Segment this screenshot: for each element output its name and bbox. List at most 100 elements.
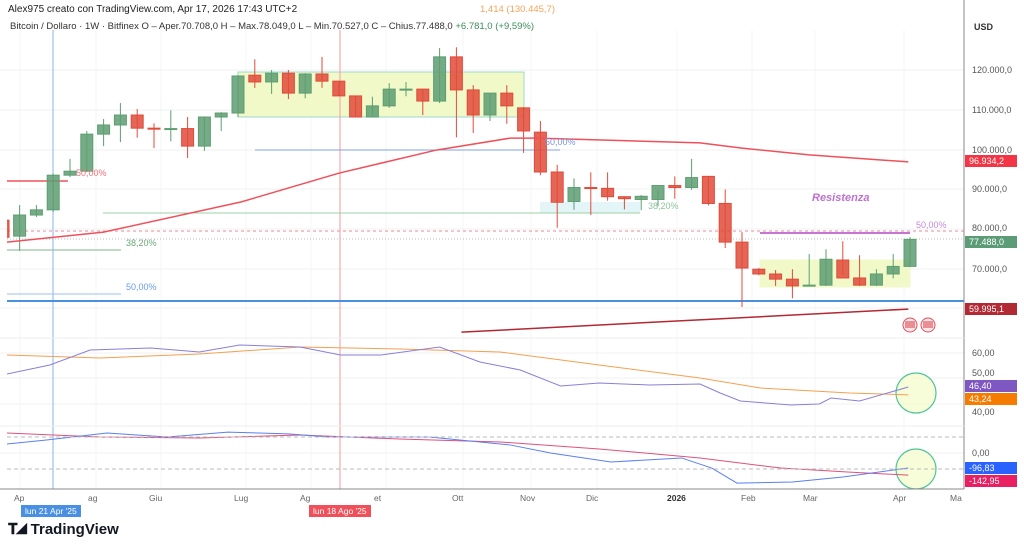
time-axis-label: Mar — [803, 493, 818, 503]
candle[interactable] — [836, 241, 850, 279]
candle[interactable] — [231, 75, 245, 118]
fib-label: 50,00% — [126, 282, 157, 292]
price-tag: 96.934,2 — [965, 155, 1017, 167]
candle[interactable] — [869, 269, 883, 286]
time-axis-label: Nov — [520, 493, 536, 503]
candle[interactable] — [214, 112, 228, 131]
candle[interactable] — [634, 195, 648, 211]
candle-body — [853, 277, 867, 286]
rsi-ma-line[interactable] — [7, 346, 909, 396]
candle[interactable] — [29, 205, 43, 218]
candle[interactable] — [164, 110, 178, 142]
candle[interactable] — [886, 254, 900, 279]
candle[interactable] — [668, 176, 682, 199]
candle[interactable] — [433, 48, 447, 104]
fib-label: 50,00% — [916, 220, 947, 230]
rsi-line[interactable] — [7, 344, 909, 406]
candle[interactable] — [533, 120, 547, 176]
candle-body — [533, 131, 547, 173]
tradingview-logo[interactable]: 𝐓◢ TradingView — [8, 521, 119, 538]
candle[interactable] — [147, 123, 161, 149]
candle-body — [181, 128, 195, 147]
candle[interactable] — [735, 232, 749, 308]
candle[interactable] — [197, 116, 211, 151]
moving-average-line[interactable] — [7, 137, 909, 243]
candle[interactable] — [601, 172, 615, 201]
candle[interactable] — [567, 178, 581, 210]
time-axis-label: ag — [88, 493, 98, 503]
candle[interactable] — [265, 70, 279, 94]
candle-body — [601, 187, 615, 198]
candle-body — [63, 170, 77, 176]
candle-body — [13, 214, 27, 237]
candle[interactable] — [769, 270, 783, 286]
rsi-tick-label: 50,00 — [972, 368, 995, 378]
candle[interactable] — [130, 109, 144, 138]
us-flag-event-icon[interactable] — [920, 317, 936, 333]
candle[interactable] — [651, 185, 665, 207]
oscillator-signal-line[interactable] — [7, 432, 909, 476]
candle[interactable] — [819, 249, 833, 286]
candle[interactable] — [718, 189, 732, 249]
candle[interactable] — [63, 158, 77, 178]
crosshair-date-tag: lun 21 Apr '25 — [21, 505, 81, 517]
range-box-bottom[interactable] — [759, 259, 911, 288]
candle[interactable] — [685, 158, 699, 190]
candle[interactable] — [517, 107, 531, 153]
trendline[interactable] — [461, 308, 909, 333]
fib-label: 38,20% — [648, 201, 679, 211]
price-tag: 77.488,0 — [965, 236, 1017, 248]
candle[interactable] — [113, 103, 127, 143]
candle[interactable] — [802, 254, 816, 287]
candle[interactable] — [349, 95, 363, 118]
candle[interactable] — [752, 268, 766, 276]
candle[interactable] — [483, 92, 497, 121]
cyan-zone[interactable] — [540, 202, 640, 213]
rsi-highlight-circle[interactable] — [895, 372, 937, 414]
candle-body — [265, 72, 279, 83]
candle[interactable] — [315, 56, 329, 88]
candle[interactable] — [500, 85, 514, 124]
oscillator-value-tag: -142,95 — [965, 475, 1017, 487]
candle[interactable] — [281, 70, 295, 100]
candle[interactable] — [332, 80, 346, 97]
candle[interactable] — [382, 83, 396, 108]
time-axis-label: Ag — [300, 493, 311, 503]
candle[interactable] — [80, 130, 94, 172]
candle[interactable] — [181, 117, 195, 159]
range-box-top[interactable] — [237, 71, 525, 118]
candle[interactable] — [853, 255, 867, 286]
candle[interactable] — [13, 205, 27, 251]
candle-body — [634, 195, 648, 200]
candle[interactable] — [449, 47, 463, 138]
fib-label: 38,20% — [126, 238, 157, 248]
candle[interactable] — [416, 88, 430, 116]
candle[interactable] — [399, 81, 413, 97]
candle[interactable] — [466, 85, 480, 133]
candle-body — [836, 259, 850, 279]
candle-body — [382, 88, 396, 107]
us-flag-event-icon[interactable] — [902, 317, 918, 333]
oscillator-line[interactable] — [7, 431, 909, 484]
candle[interactable] — [298, 73, 312, 99]
candle-body — [365, 105, 379, 118]
candle[interactable] — [248, 59, 262, 88]
currency-label: USD — [974, 22, 994, 32]
candle[interactable] — [365, 96, 379, 118]
candle[interactable] — [97, 119, 111, 147]
time-axis-label: Ap — [14, 493, 25, 503]
candle-body — [332, 80, 346, 97]
candle[interactable] — [617, 196, 631, 210]
candle-body — [769, 273, 783, 280]
candle[interactable] — [584, 172, 598, 216]
candle-body — [651, 185, 665, 200]
candle-body — [29, 209, 43, 216]
candle[interactable] — [46, 173, 60, 212]
candle[interactable] — [903, 237, 917, 268]
grid — [0, 30, 964, 489]
candle[interactable] — [550, 164, 564, 228]
candle[interactable] — [785, 269, 799, 299]
candle[interactable] — [701, 175, 715, 206]
candle[interactable] — [0, 217, 10, 241]
